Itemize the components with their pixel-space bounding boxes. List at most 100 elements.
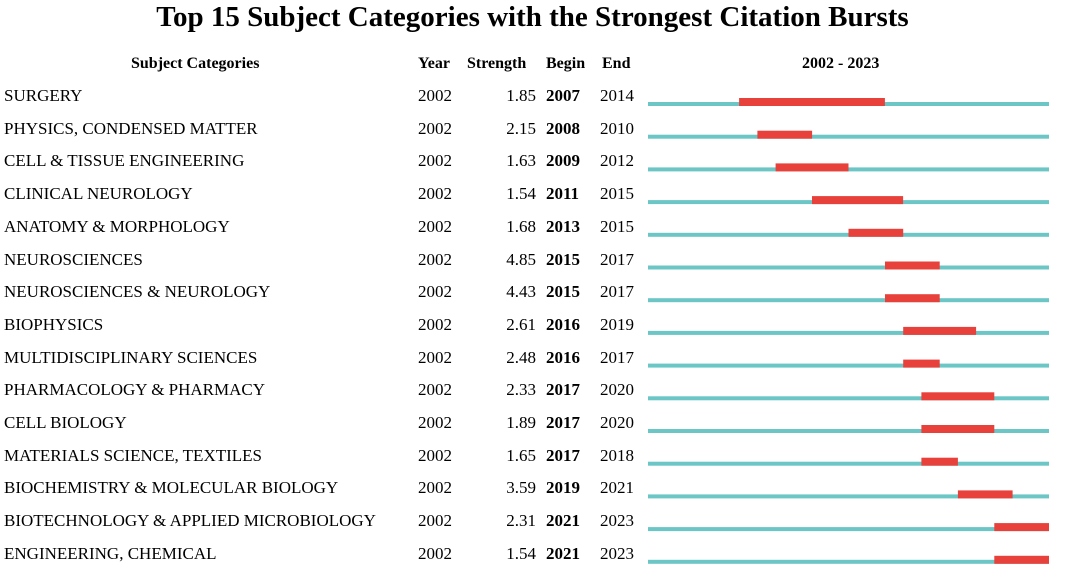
row-begin: 2009 bbox=[546, 151, 580, 171]
row-year: 2002 bbox=[418, 184, 452, 204]
burst-bar bbox=[885, 294, 940, 303]
row-strength: 1.89 bbox=[506, 413, 536, 432]
table-row: BIOPHYSICS 2002 2.61 2016 2019 bbox=[0, 312, 1065, 338]
burst-bar bbox=[739, 98, 885, 106]
row-end: 2023 bbox=[600, 511, 634, 531]
table-row: BIOTECHNOLOGY & APPLIED MICROBIOLOGY 2002… bbox=[0, 508, 1065, 534]
row-strength: 1.54 bbox=[506, 184, 536, 204]
row-year: 2002 bbox=[418, 347, 452, 367]
row-begin: 2017 bbox=[546, 380, 580, 400]
burst-bar bbox=[903, 359, 940, 368]
row-begin: 2008 bbox=[546, 118, 580, 138]
row-end: 2018 bbox=[600, 445, 634, 465]
row-strength: 1.65 bbox=[506, 445, 536, 465]
row-end: 2017 bbox=[600, 282, 634, 302]
row-year: 2002 bbox=[418, 543, 452, 563]
timeline-line bbox=[648, 363, 1049, 368]
row-year: 2002 bbox=[418, 282, 452, 302]
row-strength: 2.48 bbox=[506, 347, 536, 367]
row-end: 2010 bbox=[600, 118, 634, 138]
header-begin: Begin bbox=[546, 55, 586, 72]
row-category: ENGINEERING, CHEMICAL bbox=[4, 543, 217, 563]
row-strength: 1.68 bbox=[506, 216, 536, 236]
row-end: 2017 bbox=[600, 347, 634, 367]
table-row: ENGINEERING, CHEMICAL 2002 1.54 2021 2023 bbox=[0, 541, 1065, 567]
burst-bar bbox=[921, 392, 995, 401]
row-begin: 2015 bbox=[546, 282, 580, 302]
row-end: 2020 bbox=[600, 380, 634, 400]
table-row: MATERIALS SCIENCE, TEXTILES 2002 1.65 2017 2… bbox=[0, 443, 1065, 469]
row-begin: 2007 bbox=[546, 86, 580, 105]
table-row: CLINICAL NEUROLOGY 2002 1.54 2011 2015 bbox=[0, 181, 1065, 207]
row-category: ANATOMY & MORPHOLOGY bbox=[4, 216, 230, 236]
burst-bar bbox=[994, 555, 1049, 564]
row-year: 2002 bbox=[418, 151, 452, 171]
timeline-line bbox=[648, 396, 1049, 401]
row-begin: 2011 bbox=[546, 184, 580, 204]
header-end: End bbox=[602, 55, 631, 72]
burst-bar bbox=[921, 425, 995, 433]
row-end: 2012 bbox=[600, 151, 634, 171]
burst-bar bbox=[757, 130, 813, 139]
burst-bar bbox=[957, 490, 1013, 499]
row-year: 2002 bbox=[418, 249, 452, 269]
header-strength: Strength bbox=[467, 55, 527, 72]
burst-bar bbox=[848, 228, 904, 237]
row-end: 2015 bbox=[600, 216, 634, 236]
row-end: 2014 bbox=[600, 86, 634, 105]
row-end: 2021 bbox=[600, 478, 634, 498]
row-strength: 4.85 bbox=[506, 249, 536, 269]
row-category: NEUROSCIENCES & NEUROLOGY bbox=[4, 282, 271, 302]
row-category: BIOTECHNOLOGY & APPLIED MICROBIOLOGY bbox=[4, 511, 376, 531]
row-begin: 2016 bbox=[546, 347, 580, 367]
row-begin: 2021 bbox=[546, 511, 580, 531]
row-year: 2002 bbox=[418, 314, 452, 334]
row-year: 2002 bbox=[418, 413, 452, 432]
row-strength: 2.31 bbox=[506, 511, 536, 531]
row-end: 2015 bbox=[600, 184, 634, 204]
header-subject-categories: Subject Categories bbox=[131, 55, 260, 72]
row-begin: 2021 bbox=[546, 543, 580, 563]
row-category: PHYSICS, CONDENSED MATTER bbox=[4, 118, 258, 138]
timeline-line bbox=[648, 298, 1049, 303]
burst-bar bbox=[903, 326, 977, 335]
burst-bar bbox=[885, 261, 940, 270]
timeline-line bbox=[648, 134, 1049, 139]
timeline-line bbox=[648, 559, 1049, 564]
row-category: SURGERY bbox=[4, 86, 83, 105]
row-year: 2002 bbox=[418, 86, 452, 105]
header-timeline-range: 2002 - 2023 bbox=[802, 55, 880, 72]
row-category: CLINICAL NEUROLOGY bbox=[4, 184, 193, 204]
row-begin: 2013 bbox=[546, 216, 580, 236]
chart-title: Top 15 Subject Categories with the Stron… bbox=[156, 1, 909, 33]
table-row: MULTIDISCIPLINARY SCIENCES 2002 2.48 2016 20… bbox=[0, 345, 1065, 371]
table-row: CELL & TISSUE ENGINEERING 2002 1.63 2009 201… bbox=[0, 148, 1065, 174]
row-year: 2002 bbox=[418, 118, 452, 138]
row-year: 2002 bbox=[418, 216, 452, 236]
row-category: MULTIDISCIPLINARY SCIENCES bbox=[4, 347, 258, 367]
row-end: 2020 bbox=[600, 413, 634, 432]
table-row: PHARMACOLOGY & PHARMACY 2002 2.33 2017 2020 bbox=[0, 377, 1065, 403]
table-row: CELL BIOLOGY 2002 1.89 2017 2020 bbox=[0, 410, 1065, 436]
timeline-line bbox=[648, 461, 1049, 466]
row-end: 2017 bbox=[600, 249, 634, 269]
table-row: SURGERY 2002 1.85 2007 2014 bbox=[0, 83, 1065, 109]
row-category: BIOPHYSICS bbox=[4, 314, 104, 334]
row-category: CELL & TISSUE ENGINEERING bbox=[4, 151, 245, 171]
row-year: 2002 bbox=[418, 478, 452, 498]
row-begin: 2015 bbox=[546, 249, 580, 269]
row-strength: 2.61 bbox=[506, 314, 536, 334]
row-year: 2002 bbox=[418, 445, 452, 465]
row-begin: 2017 bbox=[546, 445, 580, 465]
row-strength: 1.63 bbox=[506, 151, 536, 171]
table-row: PHYSICS, CONDENSED MATTER 2002 2.15 2008 201… bbox=[0, 116, 1065, 142]
row-begin: 2016 bbox=[546, 314, 580, 334]
row-strength: 2.15 bbox=[506, 118, 536, 138]
row-begin: 2019 bbox=[546, 478, 580, 498]
row-strength: 2.33 bbox=[506, 380, 536, 400]
table-row: NEUROSCIENCES & NEUROLOGY 2002 4.43 2015 201… bbox=[0, 279, 1065, 305]
row-category: NEUROSCIENCES bbox=[4, 249, 143, 269]
row-end: 2023 bbox=[600, 543, 634, 563]
burst-bar bbox=[775, 163, 849, 172]
